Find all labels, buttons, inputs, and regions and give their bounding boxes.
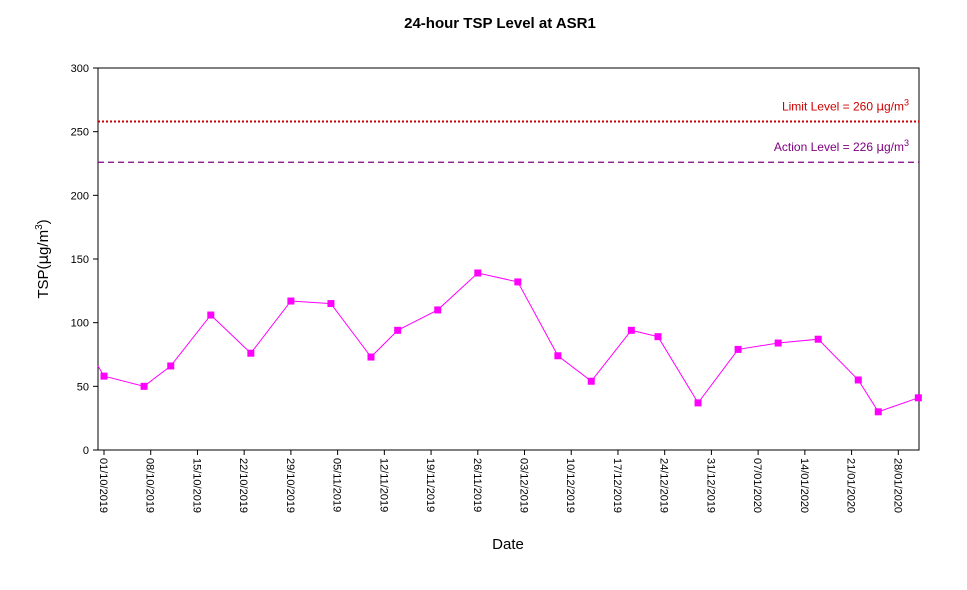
limit-level-label-text: Limit Level = 260 [782, 99, 876, 113]
plot-area [97, 67, 920, 451]
x-tick-label: 28/01/2020 [891, 458, 903, 513]
data-point-marker [167, 362, 175, 370]
data-point-marker [367, 353, 375, 361]
x-tick-label: 03/12/2019 [518, 458, 530, 513]
x-axis-title: Date [492, 536, 524, 553]
x-tick-label: 17/12/2019 [611, 458, 623, 513]
data-point-marker [734, 345, 742, 353]
data-point-marker [434, 306, 442, 314]
action-level-label-text: Action Level = 226 [774, 140, 876, 154]
y-tick-label: 250 [71, 127, 89, 139]
data-point-marker [554, 352, 562, 360]
data-point-marker [694, 399, 702, 407]
limit-level-label-sup: 3 [904, 97, 909, 107]
x-tick-label: 14/01/2020 [798, 458, 810, 513]
x-tick-label: 26/11/2019 [471, 458, 483, 512]
y-axis-title-unit: g/m [35, 230, 52, 255]
y-axis-title-prefix: TSP( [35, 264, 52, 298]
data-point-marker [587, 377, 595, 385]
data-point-marker [854, 376, 862, 384]
data-point-marker [140, 382, 148, 390]
data-point-marker [247, 349, 255, 357]
y-axis-title-suffix: ) [35, 219, 52, 224]
x-tick-label: 15/10/2019 [190, 458, 202, 513]
x-tick-label: 19/11/2019 [424, 458, 436, 512]
action-level-label: Action Level = 226 μg/m3 [774, 138, 909, 154]
series-group [97, 269, 922, 416]
data-point-marker [327, 300, 335, 308]
y-axis-ticks: 0 50 100 150 200 250 300 [71, 63, 98, 457]
data-point-marker [514, 278, 522, 286]
x-tick-label: 08/10/2019 [144, 458, 156, 513]
x-tick-label: 07/01/2020 [751, 458, 763, 513]
action-level-label-mu: μ [876, 140, 884, 154]
y-axis-title-mu: μ [34, 254, 52, 264]
data-point-marker [874, 408, 882, 416]
x-tick-label: 12/11/2019 [377, 458, 389, 512]
data-point-marker [654, 333, 662, 341]
action-level-label-unit: g/m [884, 140, 904, 154]
data-point-marker [914, 394, 922, 402]
limit-level-label: Limit Level = 260 μg/m3 [782, 97, 909, 113]
series-line [97, 272, 919, 413]
y-axis-title: TSP(μg/m3) [34, 219, 52, 298]
data-point-marker [814, 335, 822, 343]
data-point-marker [627, 326, 635, 334]
data-point-marker [207, 311, 215, 319]
chart-title: 24-hour TSP Level at ASR1 [404, 15, 596, 32]
y-tick-label: 50 [77, 381, 89, 393]
x-tick-label: 29/10/2019 [284, 458, 296, 513]
x-axis-ticks: 01/10/2019 08/10/2019 15/10/2019 22/10/2019… [97, 450, 903, 513]
action-level-label-sup: 3 [904, 138, 909, 148]
limit-level-label-mu: μ [876, 99, 884, 113]
y-tick-label: 150 [71, 254, 89, 266]
x-tick-label: 05/11/2019 [331, 458, 343, 512]
data-point-marker [394, 326, 402, 334]
data-point-marker [474, 269, 482, 277]
y-tick-label: 100 [71, 318, 89, 330]
x-tick-label: 21/01/2020 [845, 458, 857, 513]
y-tick-label: 300 [71, 63, 89, 75]
limit-level-label-unit: g/m [884, 99, 904, 113]
data-point-marker [100, 372, 108, 380]
x-tick-label: 22/10/2019 [237, 458, 249, 513]
x-tick-label: 10/12/2019 [564, 458, 576, 513]
y-axis-title-sup: 3 [34, 224, 45, 230]
x-tick-label: 01/10/2019 [97, 458, 109, 513]
data-point-marker [287, 297, 295, 305]
x-tick-label: 24/12/2019 [658, 458, 670, 513]
data-point-marker [774, 339, 782, 347]
x-tick-label: 31/12/2019 [704, 458, 716, 513]
y-tick-label: 200 [71, 190, 89, 202]
y-tick-label: 0 [83, 445, 89, 457]
